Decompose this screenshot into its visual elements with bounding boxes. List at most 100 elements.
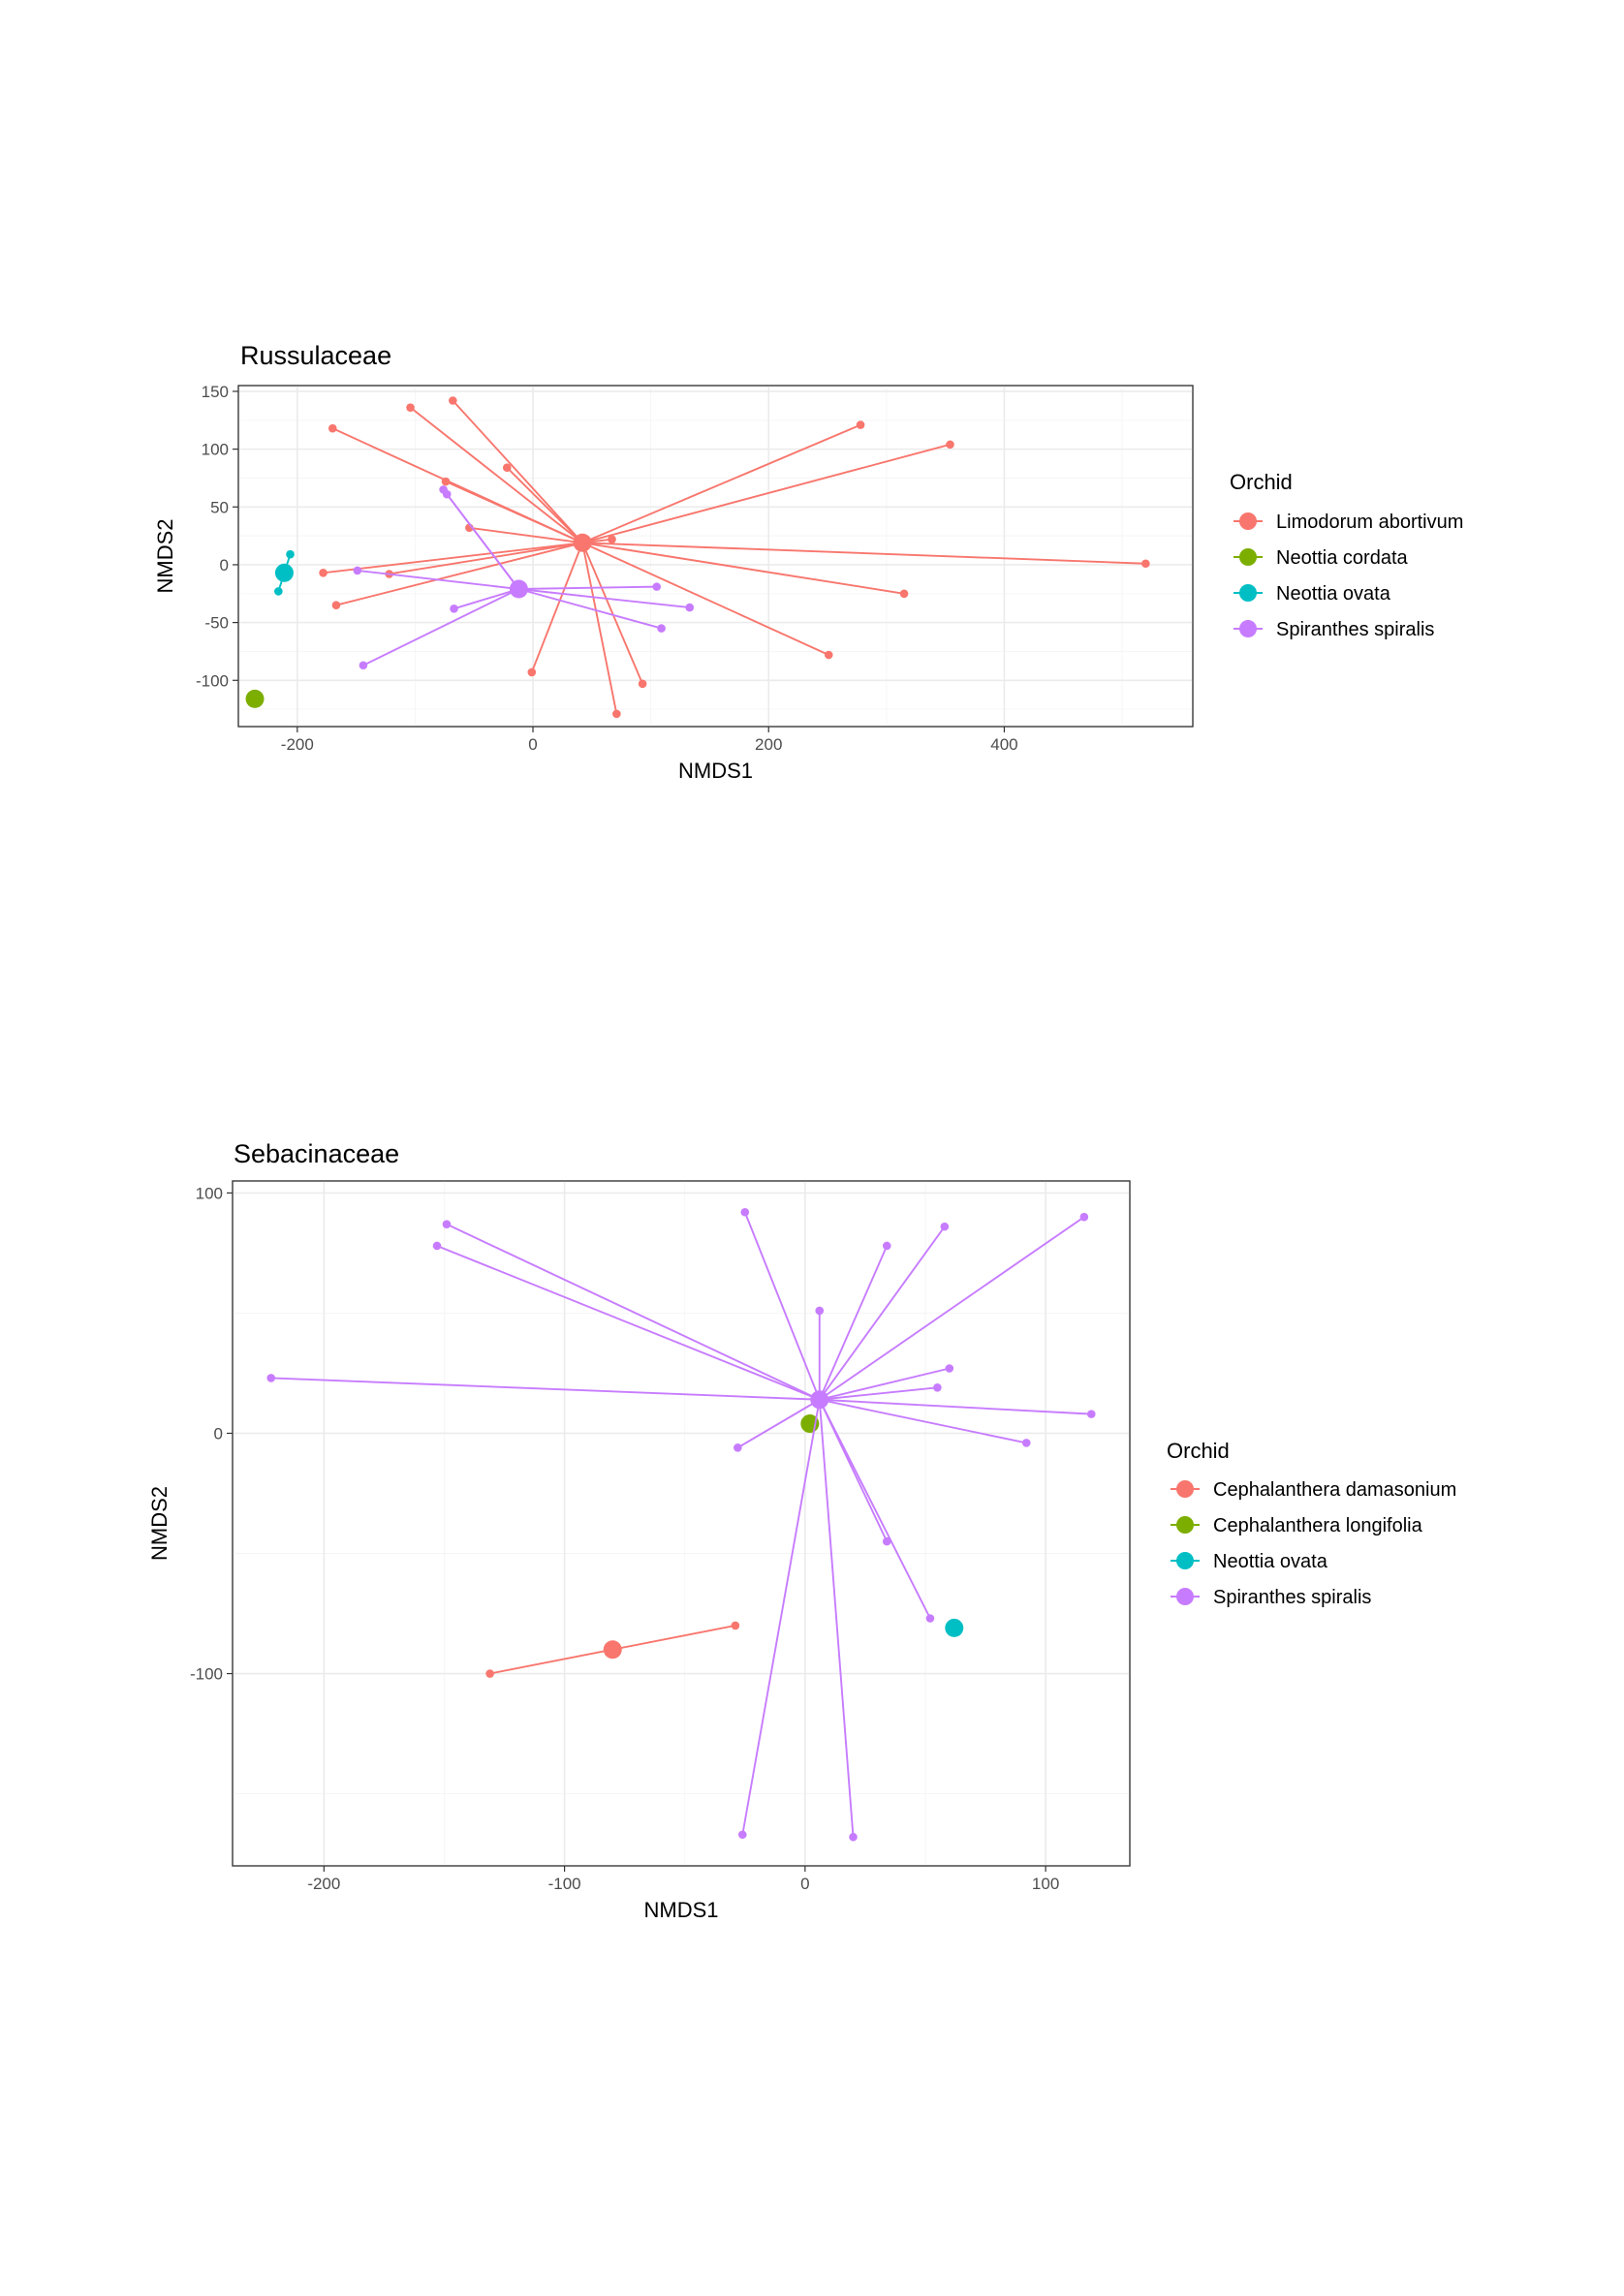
spider-segment: [819, 1216, 1085, 1401]
spider-segment: [743, 1211, 821, 1401]
legend-label: Limodorum abortivum: [1276, 512, 1463, 533]
plot-panel: [232, 1180, 1131, 1867]
data-point: [652, 582, 661, 591]
data-point: [266, 1374, 276, 1382]
spider-segment: [452, 399, 583, 543]
spider-segment: [362, 588, 519, 667]
data-point: [449, 396, 457, 405]
series-neottia-ovata: [274, 549, 295, 596]
x-axis-title: NMDS1: [643, 1898, 718, 1922]
series-neottia-cordata: [245, 689, 265, 708]
centroid-point: [573, 533, 592, 552]
spider-segment: [409, 406, 583, 544]
spider-segment: [818, 1226, 946, 1401]
data-point: [685, 603, 695, 612]
spider-segment: [489, 1648, 613, 1675]
spider-segment: [581, 542, 905, 595]
spider-segment: [335, 542, 583, 606]
spider-segment: [453, 588, 519, 610]
spider-segment: [323, 542, 583, 574]
data-point: [1021, 1439, 1031, 1447]
legend-key-point: [1176, 1588, 1194, 1605]
y-tick-label: -50: [204, 614, 229, 633]
data-point: [353, 566, 362, 575]
legend-label: Neottia ovata: [1213, 1551, 1328, 1572]
series-neottia-ovata: [945, 1618, 964, 1637]
y-axis-title: NMDS2: [153, 518, 177, 593]
spider-segment: [506, 467, 583, 543]
spider-segment: [581, 423, 861, 544]
data-point: [432, 1241, 442, 1251]
spider-segment: [819, 1367, 951, 1401]
data-point: [406, 403, 415, 412]
spider-segment: [581, 543, 618, 715]
data-point: [485, 1669, 494, 1678]
x-tick-label: 0: [528, 735, 537, 754]
legend-key-point: [1176, 1480, 1194, 1498]
data-point: [849, 1832, 858, 1842]
data-point: [925, 1614, 935, 1623]
data-point: [502, 463, 512, 473]
legend-key-point: [1239, 548, 1257, 566]
spider-segment: [389, 542, 583, 575]
legend-label: Spiranthes spiralis: [1276, 619, 1434, 640]
spider-segment: [518, 585, 657, 590]
y-tick-label: 150: [202, 383, 229, 401]
legend-key-point: [1176, 1552, 1194, 1569]
x-axis-title: NMDS1: [678, 759, 753, 783]
y-axis-title: NMDS2: [147, 1486, 172, 1561]
data-point: [441, 477, 451, 486]
data-point: [899, 589, 909, 599]
data-point: [933, 1383, 942, 1392]
data-point: [882, 1536, 891, 1546]
legend-label: Cephalanthera damasonium: [1213, 1479, 1456, 1501]
data-point: [740, 1207, 750, 1217]
spider-segment: [819, 1398, 1027, 1444]
spider-segment: [736, 1398, 821, 1449]
data-point: [331, 601, 341, 610]
legend-title: Orchid: [1230, 470, 1293, 494]
data-point: [882, 1241, 891, 1251]
data-point: [945, 1364, 954, 1373]
data-point: [657, 624, 666, 633]
spider-segment: [818, 1245, 889, 1401]
panel-border: [232, 1180, 1131, 1867]
data-point: [328, 423, 337, 433]
legend-key-point: [1239, 584, 1257, 602]
chart-panel-2: Sebacinaceae -200 -100 0 100 -100 0 100 NMDS1 NMD…: [147, 1139, 1456, 1922]
x-tick-label: -200: [307, 1875, 340, 1893]
panel-border: [237, 385, 1194, 728]
legend-key-point: [1176, 1516, 1194, 1534]
data-point: [856, 420, 865, 429]
y-tick-label: 0: [214, 1424, 223, 1443]
data-point: [608, 535, 616, 543]
series-limodorum-abortivum: [319, 396, 1150, 719]
centroid-point: [274, 563, 294, 582]
legend-label: Spiranthes spiralis: [1213, 1587, 1371, 1608]
spider-segment: [818, 1399, 855, 1838]
spider-segment: [819, 1386, 938, 1401]
spider-segment: [581, 443, 951, 544]
centroid-point: [509, 579, 528, 599]
data-point: [442, 489, 452, 499]
spider-segment: [582, 542, 1146, 565]
spider-segment: [445, 481, 583, 544]
spider-segment: [436, 1245, 821, 1401]
data-point: [527, 667, 537, 677]
legend-label: Neottia ovata: [1276, 583, 1391, 605]
data-point: [442, 1220, 452, 1228]
chart-title: Russulaceae: [240, 341, 391, 370]
plot-panel: [237, 385, 1194, 728]
spider-segment: [612, 1624, 736, 1651]
data-point: [1079, 1212, 1089, 1222]
centroid-point: [810, 1390, 829, 1410]
spider-segment: [818, 1399, 931, 1619]
spider-segment: [530, 542, 583, 673]
spider-segment: [469, 526, 583, 544]
spider-segment: [581, 542, 643, 685]
data-point: [946, 440, 954, 450]
series-cephalanthera-damasonium: [485, 1621, 740, 1678]
y-tick-label: 0: [220, 556, 229, 574]
data-point: [638, 679, 647, 689]
